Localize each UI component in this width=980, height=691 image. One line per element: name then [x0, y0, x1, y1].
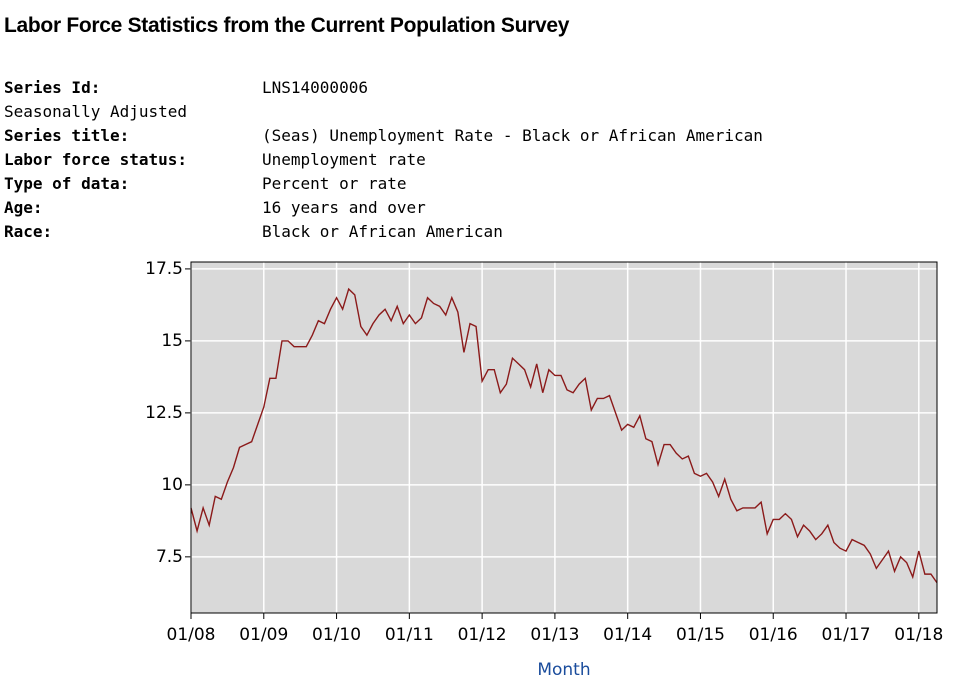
page-title: Labor Force Statistics from the Current … — [4, 14, 570, 37]
x-tick-label: 01/17 — [822, 625, 871, 645]
y-tick-label: 17.5 — [145, 259, 183, 279]
x-tick-label: 01/13 — [530, 625, 579, 645]
info-label: Labor force status: — [4, 150, 188, 169]
info-row: Series Id: LNS14000006 — [4, 76, 763, 100]
plot-border — [190, 261, 938, 614]
plot-area — [191, 262, 937, 613]
info-row: Seasonally Adjusted — [4, 100, 763, 124]
info-row: Type of data: Percent or rate — [4, 172, 763, 196]
info-row: Race: Black or African American — [4, 220, 763, 244]
info-value: Unemployment rate — [262, 150, 426, 169]
x-tick-label: 01/08 — [167, 625, 216, 645]
x-tick-label: 01/10 — [312, 625, 361, 645]
x-tick-label: 01/16 — [749, 625, 798, 645]
info-label: Series title: — [4, 126, 130, 145]
info-row: Age: 16 years and over — [4, 196, 763, 220]
info-row: Labor force status: Unemployment rate — [4, 148, 763, 172]
info-label: Race: — [4, 222, 53, 241]
series-info: Series Id: LNS14000006 Seasonally Adjusted… — [4, 76, 763, 244]
info-note: Seasonally Adjusted — [4, 102, 188, 121]
info-label: Series Id: — [4, 78, 101, 97]
info-value: Black or African American — [262, 222, 503, 241]
info-label: Age: — [4, 198, 43, 217]
info-value: 16 years and over — [262, 198, 426, 217]
y-tick-label: 7.5 — [156, 547, 183, 567]
info-row: Series title: (Seas) Unemployment Rate - … — [4, 124, 763, 148]
x-tick-label: 01/09 — [239, 625, 288, 645]
x-tick-label: 01/15 — [676, 625, 725, 645]
x-tick-label: 01/12 — [458, 625, 507, 645]
x-tick-label: 01/18 — [894, 625, 943, 645]
info-label: Type of data: — [4, 174, 130, 193]
y-tick-label: 12.5 — [145, 403, 183, 423]
x-tick-label: 01/11 — [385, 625, 434, 645]
data-line — [190, 287, 938, 584]
info-value: (Seas) Unemployment Rate - Black or Afri… — [262, 126, 763, 145]
y-tick-label: 10 — [161, 475, 183, 495]
y-tick-label: 15 — [161, 331, 183, 351]
info-value: LNS14000006 — [262, 78, 368, 97]
x-axis-label: Month — [537, 660, 590, 680]
x-tick-label: 01/14 — [603, 625, 652, 645]
info-value: Percent or rate — [262, 174, 407, 193]
